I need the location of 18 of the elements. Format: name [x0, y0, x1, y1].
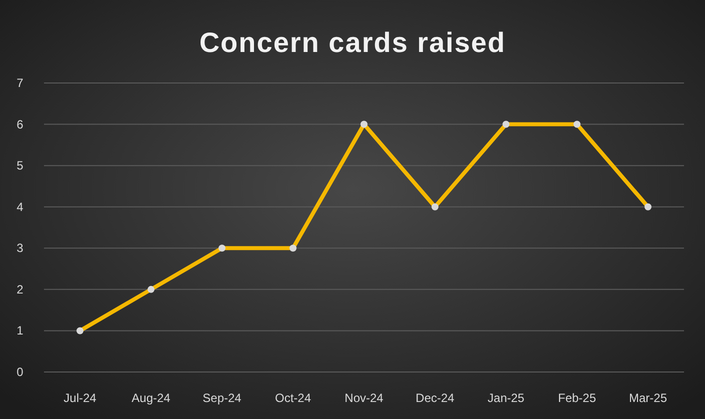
y-tick-label: 6	[16, 117, 24, 132]
x-tick-label: Aug-24	[132, 391, 171, 405]
x-tick-label: Sep-24	[202, 391, 242, 405]
y-tick-label: 0	[16, 365, 24, 379]
x-tick-label: Jul-24	[64, 391, 97, 405]
x-tick-label: Jan-25	[488, 391, 525, 405]
x-tick-label: Mar-25	[628, 391, 668, 405]
y-tick-label: 5	[16, 158, 24, 173]
x-tick-label: Nov-24	[344, 391, 384, 405]
x-tick-label: Feb-25	[558, 391, 596, 405]
y-tick-label: 2	[16, 282, 24, 296]
y-tick-label: 7	[16, 76, 24, 90]
y-tick-label: 1	[16, 324, 24, 338]
chart-title: Concern cards raised	[199, 27, 506, 58]
x-tick-label: Dec-24	[416, 391, 455, 405]
x-tick-label: Oct-24	[274, 391, 312, 405]
y-tick-label: 4	[16, 200, 24, 214]
y-tick-label: 3	[16, 241, 24, 256]
